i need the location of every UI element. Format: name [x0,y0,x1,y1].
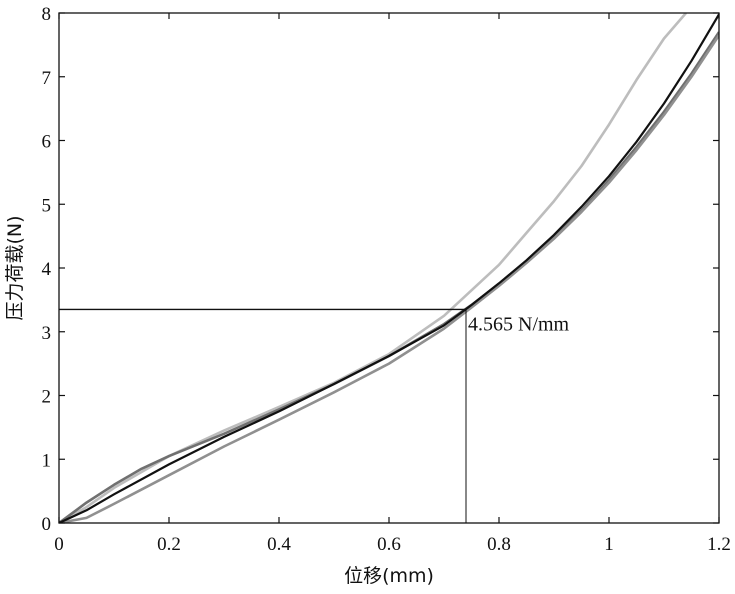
x-tick-label: 0.8 [487,534,511,555]
series-line-3 [59,34,719,523]
series-line-4 [59,13,719,523]
y-tick-label: 2 [42,387,52,408]
y-tick-label: 3 [42,323,52,344]
x-tick-label: 0.6 [377,534,401,555]
y-tick-label: 0 [42,514,52,535]
y-axis-label: 压力荷载(N) [4,215,26,320]
y-axis-ticks: 0 1 2 3 4 5 6 7 8 [42,4,719,535]
x-axis-ticks: 0 0.2 0.4 0.6 0.8 1 1.2 [54,13,731,555]
x-axis-label: 位移(mm) [344,565,434,587]
y-tick-label: 4 [42,259,52,280]
series-line-1 [59,13,687,523]
x-tick-label: 1 [604,534,614,555]
x-tick-label: 0.4 [267,534,291,555]
y-tick-label: 5 [42,195,52,216]
plot-frame [58,12,720,524]
y-tick-label: 7 [42,68,52,89]
y-tick-label: 6 [42,132,52,153]
curves [59,13,719,523]
y-tick-label: 1 [42,450,52,471]
slope-annotation: 4.565 N/mm [468,313,570,335]
x-tick-label: 0 [54,534,64,555]
x-tick-label: 0.2 [157,534,181,555]
y-tick-label: 8 [42,4,52,25]
reference-lines [59,308,467,523]
x-tick-label: 1.2 [707,534,731,555]
